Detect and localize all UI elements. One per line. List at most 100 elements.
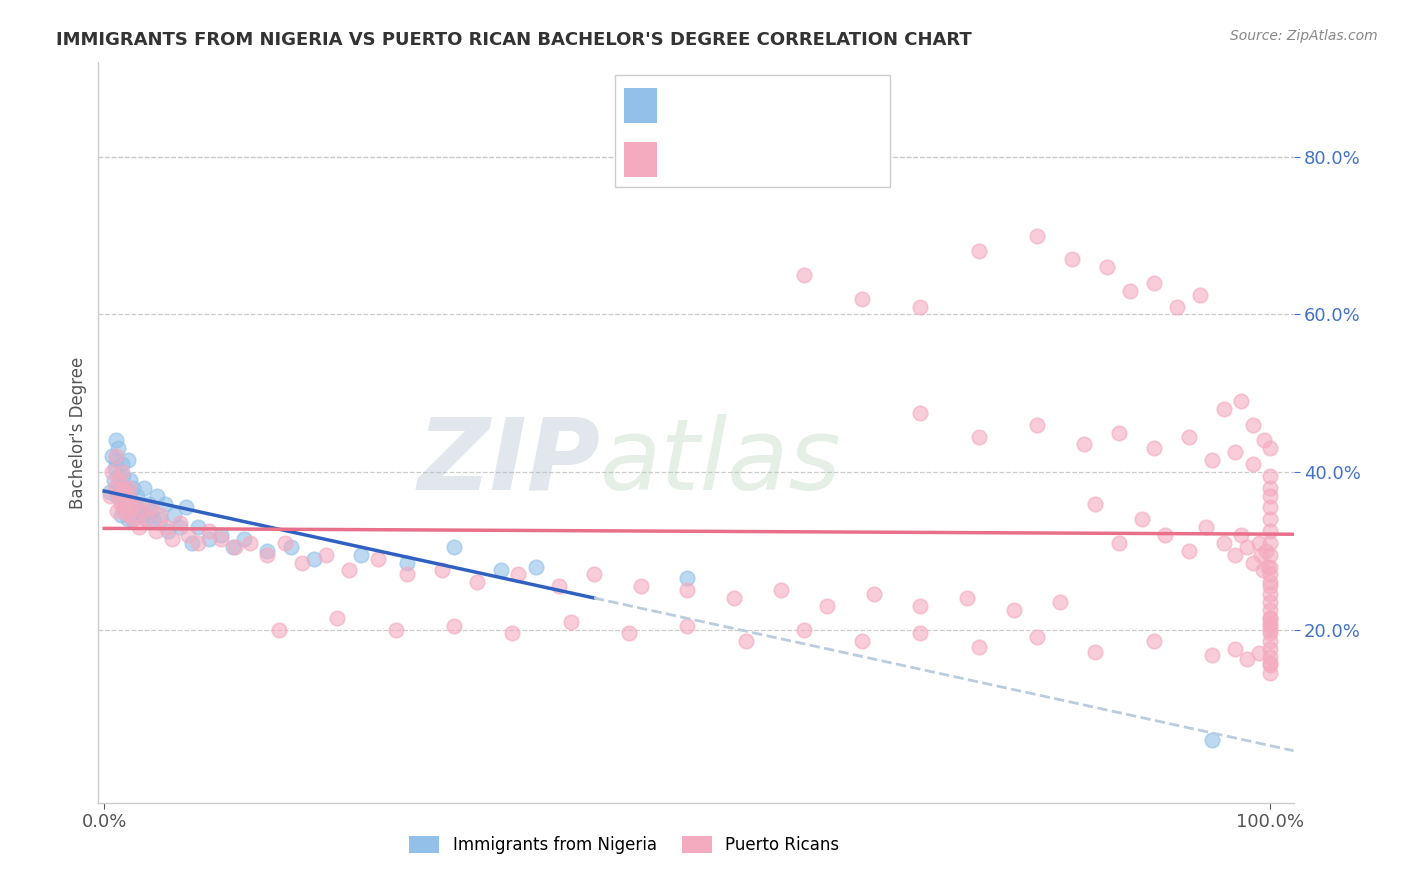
Point bbox=[1225, 642, 1247, 657]
Point bbox=[107, 469, 129, 483]
Point bbox=[1084, 644, 1107, 658]
Point bbox=[145, 489, 167, 503]
Point bbox=[198, 524, 221, 538]
Point bbox=[114, 484, 136, 499]
Point bbox=[851, 292, 873, 306]
Point bbox=[209, 532, 232, 546]
Point bbox=[1258, 469, 1281, 483]
Point bbox=[302, 551, 325, 566]
Point bbox=[149, 508, 172, 523]
Point bbox=[256, 543, 278, 558]
Point bbox=[326, 610, 349, 624]
Point bbox=[104, 453, 127, 467]
Point bbox=[1258, 481, 1281, 495]
Point bbox=[1166, 300, 1188, 314]
Point bbox=[1258, 579, 1281, 593]
Point bbox=[111, 465, 134, 479]
Point bbox=[239, 536, 262, 550]
Point bbox=[120, 496, 142, 510]
Point bbox=[910, 300, 932, 314]
Point bbox=[101, 465, 124, 479]
Point bbox=[98, 489, 121, 503]
Point bbox=[1241, 417, 1264, 432]
Point bbox=[1212, 536, 1234, 550]
Point bbox=[815, 599, 838, 613]
Point bbox=[1247, 536, 1270, 550]
Point bbox=[1258, 559, 1281, 574]
Point bbox=[967, 244, 990, 259]
Point bbox=[793, 623, 815, 637]
Point bbox=[560, 615, 582, 629]
Point bbox=[793, 268, 815, 282]
Point bbox=[967, 429, 990, 443]
Point bbox=[122, 481, 145, 495]
Point bbox=[128, 504, 150, 518]
Point bbox=[198, 532, 221, 546]
Point bbox=[443, 618, 465, 632]
Point bbox=[1258, 595, 1281, 609]
Point bbox=[291, 556, 314, 570]
Point bbox=[489, 564, 512, 578]
Point bbox=[142, 512, 165, 526]
Point bbox=[508, 567, 530, 582]
Point bbox=[582, 567, 605, 582]
Point bbox=[128, 520, 150, 534]
Point bbox=[1225, 445, 1247, 459]
Point bbox=[1230, 528, 1253, 542]
Point bbox=[1258, 634, 1281, 648]
Point bbox=[122, 512, 145, 526]
Point bbox=[1241, 556, 1264, 570]
Point bbox=[131, 508, 153, 523]
Point bbox=[337, 564, 360, 578]
Point bbox=[107, 442, 129, 456]
Point bbox=[224, 540, 246, 554]
Point bbox=[1060, 252, 1083, 267]
Point bbox=[1258, 512, 1281, 526]
Point bbox=[135, 512, 157, 526]
Point bbox=[851, 634, 873, 648]
Point bbox=[956, 591, 979, 605]
Point bbox=[110, 508, 132, 523]
Point bbox=[862, 587, 884, 601]
Point bbox=[1119, 284, 1142, 298]
Point bbox=[1258, 548, 1281, 562]
Point bbox=[1095, 260, 1118, 275]
Point bbox=[1258, 587, 1281, 601]
Point bbox=[118, 500, 141, 515]
Text: atlas: atlas bbox=[600, 414, 842, 511]
Point bbox=[104, 481, 127, 495]
Point bbox=[548, 579, 571, 593]
Point bbox=[110, 496, 132, 510]
Point bbox=[1258, 575, 1281, 590]
Point bbox=[111, 481, 134, 495]
Point bbox=[104, 449, 127, 463]
Point bbox=[967, 640, 990, 654]
Point bbox=[149, 512, 172, 526]
Point bbox=[396, 567, 419, 582]
Point bbox=[117, 453, 139, 467]
Point bbox=[135, 512, 157, 526]
Y-axis label: Bachelor's Degree: Bachelor's Degree bbox=[69, 357, 87, 508]
Point bbox=[910, 599, 932, 613]
Point bbox=[209, 528, 232, 542]
Point bbox=[676, 618, 699, 632]
Point bbox=[104, 461, 127, 475]
Point bbox=[105, 489, 128, 503]
Point bbox=[1258, 642, 1281, 657]
Point bbox=[180, 536, 202, 550]
Text: Source: ZipAtlas.com: Source: ZipAtlas.com bbox=[1230, 29, 1378, 43]
Point bbox=[1258, 665, 1281, 680]
Text: IMMIGRANTS FROM NIGERIA VS PUERTO RICAN BACHELOR'S DEGREE CORRELATION CHART: IMMIGRANTS FROM NIGERIA VS PUERTO RICAN … bbox=[56, 31, 972, 49]
Point bbox=[910, 406, 932, 420]
Point bbox=[1108, 425, 1130, 440]
Text: ZIP: ZIP bbox=[418, 414, 600, 511]
Point bbox=[1258, 489, 1281, 503]
Point bbox=[1189, 287, 1212, 301]
Point bbox=[132, 481, 155, 495]
Point bbox=[1073, 437, 1095, 451]
Point bbox=[108, 481, 131, 495]
Point bbox=[1258, 536, 1281, 550]
Point bbox=[1002, 603, 1025, 617]
Point bbox=[723, 591, 745, 605]
Point bbox=[1241, 457, 1264, 471]
